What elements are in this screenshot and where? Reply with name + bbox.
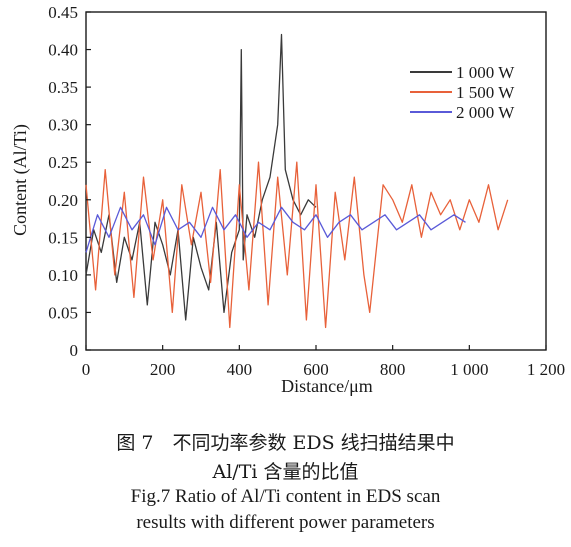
x-tick-label: 1 200: [527, 360, 565, 379]
x-axis-label: Distance/μm: [281, 376, 373, 396]
legend-label-1: 1 000 W: [456, 63, 515, 82]
series-layer: [85, 33, 509, 329]
y-tick-label: 0.15: [48, 228, 78, 247]
legend-label-3: 2 000 W: [456, 103, 515, 122]
x-tick-label: 1 000: [450, 360, 488, 379]
y-tick-label: 0.05: [48, 303, 78, 322]
x-tick-label: 400: [227, 360, 253, 379]
x-tick-label: 200: [150, 360, 176, 379]
y-tick-label: 0.30: [48, 116, 78, 135]
series-line-3: [85, 206, 466, 253]
caption-zh-line-1: 图 7 不同功率参数 EDS 线扫描结果中: [116, 432, 455, 454]
y-tick-label: 0.45: [48, 3, 78, 22]
y-tick-label: 0: [70, 341, 79, 360]
y-axis-label: Content (Al/Ti): [10, 124, 31, 236]
line-chart: 0 200 400 600 800 1 000 1 200 0 0.05 0.10 0.15 0.20…: [10, 3, 565, 396]
axes-layer: 0 200 400 600 800 1 000 1 200 0 0.05 0.10 0.15 0.20…: [48, 3, 565, 379]
legend: 1 000 W1 500 W2 000 W: [410, 63, 515, 122]
caption-zh-line-2: Al/Ti 含量的比值: [212, 461, 359, 483]
series-line-1: [85, 33, 317, 321]
series-line-2: [85, 161, 509, 329]
x-tick-label: 0: [82, 360, 91, 379]
x-tick-label: 800: [380, 360, 406, 379]
y-tick-label: 0.35: [48, 78, 78, 97]
x-tick-label: 600: [303, 360, 329, 379]
caption-en-line-1: Fig.7 Ratio of Al/Ti content in EDS scan: [130, 486, 441, 507]
y-tick-label: 0.10: [48, 266, 78, 285]
y-tick-label: 0.20: [48, 191, 78, 210]
caption-en-line-2: results with different power parameters: [136, 512, 435, 533]
legend-label-2: 1 500 W: [456, 83, 515, 102]
y-tick-label: 0.25: [48, 153, 78, 172]
y-tick-label: 0.40: [48, 41, 78, 60]
